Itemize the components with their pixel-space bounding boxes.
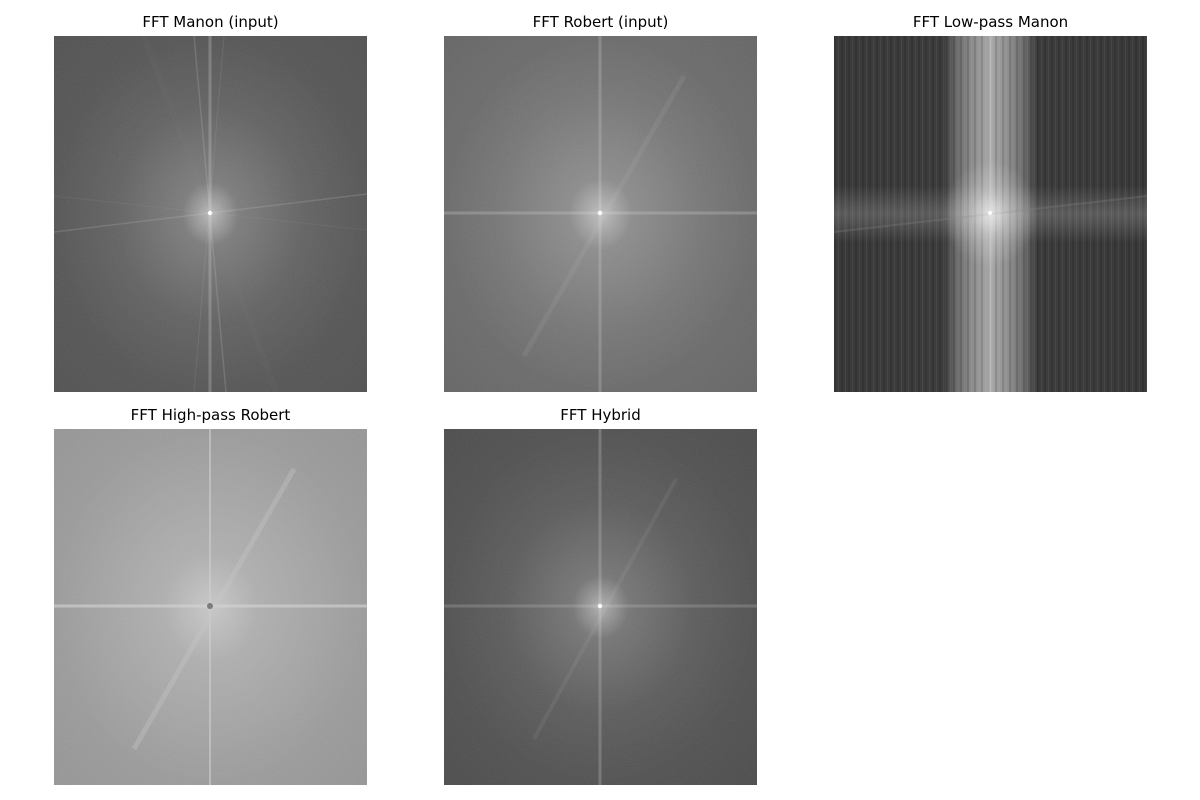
fft-hybrid-spectrum-image (444, 429, 757, 785)
fft-robert-spectrum-image (444, 36, 757, 392)
fft-manon-spectrum-image (54, 36, 367, 392)
panel-title-fft-robert-input: FFT Robert (input) (532, 13, 669, 31)
fft-lowpass-manon-spectrum-image (834, 36, 1147, 392)
panel-title-fft-lowpass-manon: FFT Low-pass Manon (912, 13, 1069, 31)
panel-title-fft-highpass-robert: FFT High-pass Robert (130, 406, 291, 424)
panel-title-fft-hybrid: FFT Hybrid (560, 406, 641, 424)
panel-title-fft-manon-input: FFT Manon (input) (142, 13, 279, 31)
fft-highpass-robert-spectrum-image (54, 429, 367, 785)
